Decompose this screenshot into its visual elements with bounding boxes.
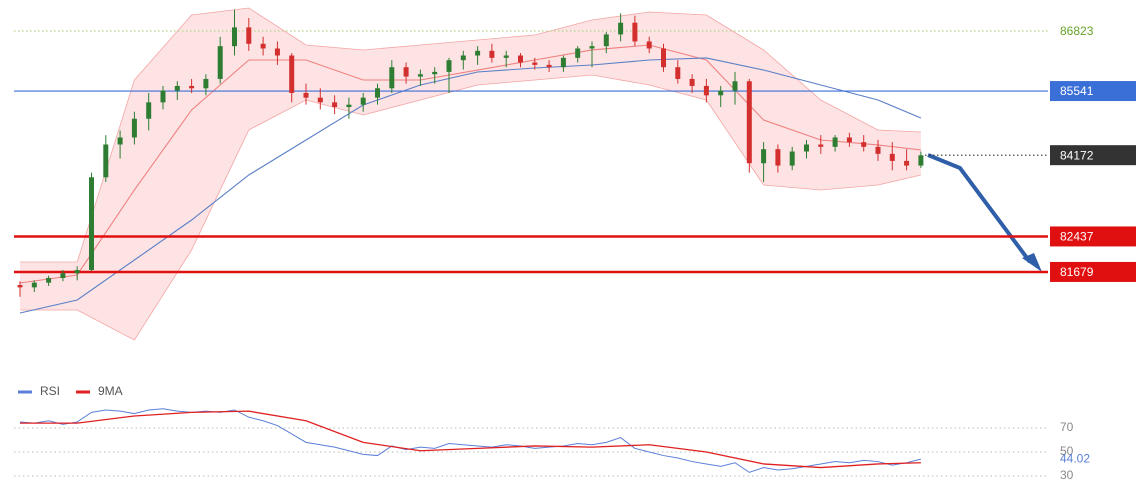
y-tick-label: 50 [1060,444,1074,458]
candle-body [246,27,252,44]
candle-body [289,55,295,93]
candle-body [689,78,695,86]
candle-body [818,144,824,147]
band-upper-line [20,7,921,263]
candle-body [703,85,709,96]
candle-body [761,149,767,164]
candle-body [546,64,552,68]
level-label-box [1050,81,1136,102]
level-label: 82437 [1060,230,1094,244]
candle-body [303,92,309,98]
candle-body [832,137,838,147]
candle-body [475,50,481,56]
forecast-arrow [927,153,1032,264]
candle-body [489,50,495,58]
candle-body [232,27,237,47]
candle-body [460,55,466,61]
candle-body [618,22,624,35]
rsi-line [20,410,921,469]
candle-body [31,282,37,288]
candle-body [918,155,924,166]
level-label: 86823 [1060,24,1094,38]
candle-body [317,97,323,103]
candle-body [389,67,395,89]
candle-body [632,22,638,42]
candle-body [117,137,123,145]
candle-body [432,71,438,75]
candle-body [875,146,881,154]
candle-body [446,60,452,72]
candle-body [346,104,352,108]
candle-body [675,67,681,79]
legend-label: 9MA [98,384,123,398]
candle-body [589,46,595,49]
candle-body [746,81,752,164]
candle-body [274,48,280,56]
candle-body [332,102,338,108]
candle-body [646,41,652,49]
candle-body [260,43,266,49]
candle-body [74,270,80,274]
candle-body [160,90,166,103]
candle-body [131,118,137,138]
ma-slow-line [19,57,922,314]
candle-body [603,34,609,47]
candle-body [375,88,380,98]
candle-body [861,142,867,147]
ma-fast-line [19,44,921,284]
candle-body [804,144,809,152]
level-label: 81679 [1060,265,1094,279]
legend-label: RSI [40,384,60,398]
candle-body [904,160,910,166]
candle-body [174,85,180,91]
candle-body [146,102,152,119]
candle-body [789,151,795,166]
candle-body [846,137,852,143]
level-label-box [1050,226,1136,247]
candle-body [718,90,724,96]
level-label-box [1050,261,1136,282]
candle-body [46,277,52,283]
candle-body [89,177,94,271]
band-lower-line [20,74,921,341]
candle-body [203,78,209,89]
level-label-box [1050,145,1136,166]
candle-body [889,153,895,161]
level-label: 84172 [1060,148,1094,162]
candle-body [560,57,566,68]
candle-body [217,46,223,79]
candle-body [575,48,581,58]
rsi-last-label: 44.02 [1060,451,1090,465]
candle-body [775,149,781,166]
candle-body [732,81,738,91]
candle-body [103,144,109,178]
candle-body [417,74,423,77]
rsi-line [19,408,922,473]
candle-body [60,273,66,278]
forecast-arrow-head [1022,253,1042,272]
y-tick-label: 30 [1060,468,1074,482]
level-label: 85541 [1060,84,1094,98]
candle-body [661,48,666,68]
candle-body [403,67,409,77]
candle-body [189,85,195,89]
candle-body [503,55,509,58]
candle-body [360,97,366,105]
candle-body [17,285,23,288]
candle-body [532,62,538,65]
candle-body [518,55,523,63]
y-tick-label: 70 [1060,420,1074,434]
